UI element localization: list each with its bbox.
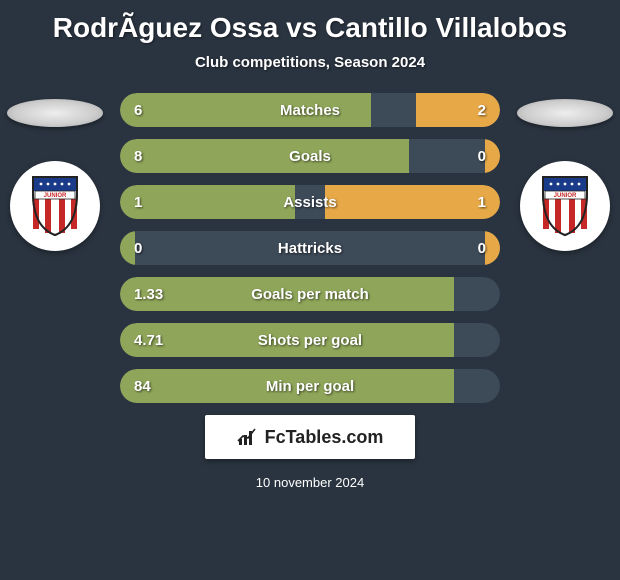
svg-text:JUNIOR: JUNIOR (44, 193, 67, 199)
junior-shield-icon: JUNIOR (29, 175, 81, 237)
stat-value-left: 1 (134, 185, 142, 219)
stat-value-left: 6 (134, 93, 142, 127)
svg-text:JUNIOR: JUNIOR (554, 193, 577, 199)
comparison-content: JUNIOR (0, 93, 620, 403)
stat-value-left: 8 (134, 139, 142, 173)
stat-label: Min per goal (120, 369, 500, 403)
stat-row: Assists1 1 (120, 185, 500, 219)
player-left-photo-placeholder (7, 99, 103, 127)
brand-logo: FcTables.com (205, 415, 415, 459)
player-right-column: JUNIOR (510, 93, 620, 251)
stat-row: Goals8 0 (120, 139, 500, 173)
stat-value-left: 1.33 (134, 277, 163, 311)
stat-value-right: 1 (478, 185, 486, 219)
stat-label: Matches (120, 93, 500, 127)
brand-text: FcTables.com (265, 427, 384, 448)
player-left-club-badge: JUNIOR (10, 161, 100, 251)
junior-shield-icon: JUNIOR (539, 175, 591, 237)
stat-row: Hattricks0 0 (120, 231, 500, 265)
player-right-photo-placeholder (517, 99, 613, 127)
stat-row: Matches6 2 (120, 93, 500, 127)
player-right-club-badge: JUNIOR (520, 161, 610, 251)
stat-row: Shots per goal4.71 (120, 323, 500, 357)
stat-value-left: 84 (134, 369, 151, 403)
footer-date: 10 november 2024 (0, 475, 620, 490)
stat-value-right: 2 (478, 93, 486, 127)
page-title: RodrÃ­guez Ossa vs Cantillo Villalobos (0, 0, 620, 44)
stat-label: Goals (120, 139, 500, 173)
stat-row: Goals per match1.33 (120, 277, 500, 311)
player-left-column: JUNIOR (0, 93, 110, 251)
stat-bars-container: Matches62Goals80Assists11Hattricks00Goal… (120, 93, 500, 403)
stat-label: Assists (120, 185, 500, 219)
stat-value-right: 0 (478, 139, 486, 173)
chart-icon (237, 427, 259, 447)
stat-value-right: 0 (478, 231, 486, 265)
stat-value-left: 0 (134, 231, 142, 265)
stat-label: Shots per goal (120, 323, 500, 357)
stat-label: Goals per match (120, 277, 500, 311)
stat-row: Min per goal84 (120, 369, 500, 403)
page-subtitle: Club competitions, Season 2024 (0, 54, 620, 71)
stat-label: Hattricks (120, 231, 500, 265)
stat-value-left: 4.71 (134, 323, 163, 357)
